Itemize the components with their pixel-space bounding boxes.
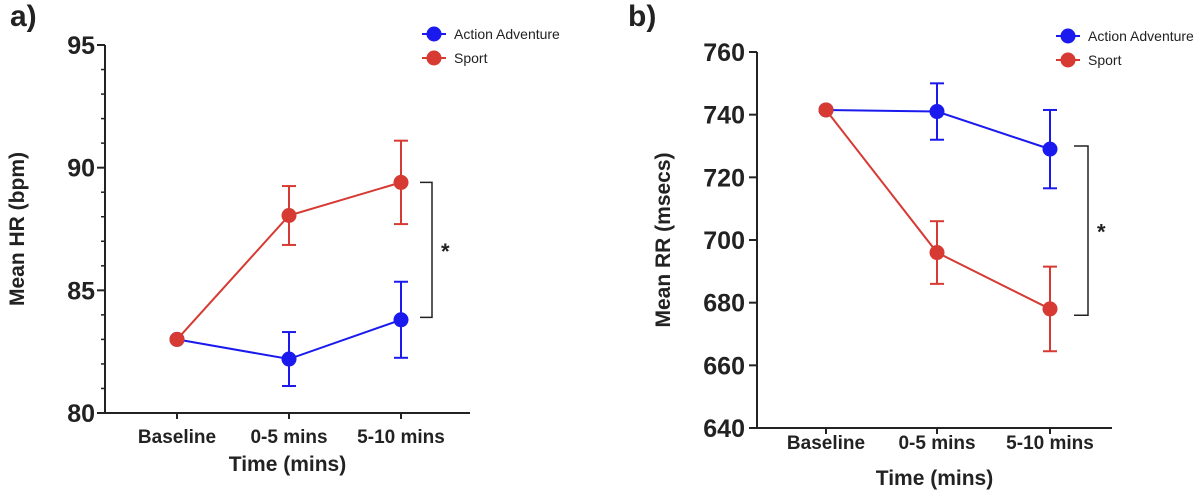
- series-sport: [818, 102, 1058, 353]
- y-tick-label: 740: [703, 102, 745, 130]
- legend-marker: [1060, 52, 1076, 68]
- panel-label: a): [10, 0, 37, 33]
- data-point: [929, 104, 945, 120]
- y-tick-label: 85: [67, 277, 95, 305]
- legend: Action Adventure Sport: [1056, 28, 1194, 68]
- x-tick-label: Baseline: [138, 427, 216, 448]
- x-axis-title: Time (mins): [229, 453, 346, 476]
- legend-label: Sport: [454, 50, 488, 66]
- legend: Action Adventure Sport: [422, 26, 560, 66]
- x-tick-label: 0-5 mins: [250, 427, 327, 448]
- data-point: [281, 208, 297, 224]
- significance-bracket: [420, 181, 433, 319]
- legend-marker: [426, 50, 442, 66]
- data-point: [169, 331, 185, 347]
- data-point: [818, 102, 834, 118]
- data-point: [929, 245, 945, 261]
- significance-bracket: [1074, 145, 1089, 316]
- legend-label: Sport: [1088, 52, 1122, 68]
- chart-panel-1: a) 80 85 90 95 Baseline 0-5 mins 5-10 mins Time …: [6, 0, 560, 476]
- x-tick-label: 5-10 mins: [1006, 433, 1094, 454]
- series-action-adventure: [818, 82, 1058, 190]
- data-point: [1042, 141, 1058, 157]
- legend-label: Action Adventure: [454, 26, 560, 42]
- y-tick-label: 700: [703, 227, 745, 255]
- data-point: [393, 174, 409, 190]
- y-tick-label: 760: [703, 39, 745, 67]
- legend-marker: [1060, 28, 1076, 44]
- data-point: [393, 312, 409, 328]
- y-tick-label: 80: [67, 400, 95, 428]
- legend-label: Action Adventure: [1088, 28, 1194, 44]
- series-sport: [169, 139, 409, 347]
- y-tick-label: 640: [703, 415, 745, 443]
- data-point: [281, 351, 297, 367]
- x-tick-label: 0-5 mins: [898, 433, 975, 454]
- x-tick-label: Baseline: [787, 433, 865, 454]
- panel-label: b): [628, 0, 656, 33]
- significance-marker: *: [441, 239, 450, 264]
- y-tick-label: 680: [703, 290, 745, 318]
- chart-panel-2: b) 640 660 680 700 720 740 760 Baseline 0-5 mins 5…: [628, 0, 1194, 490]
- y-tick-label: 720: [703, 164, 745, 192]
- x-axis-title: Time (mins): [876, 467, 993, 490]
- y-tick-label: 95: [67, 32, 95, 60]
- x-tick-label: 5-10 mins: [357, 427, 445, 448]
- significance-marker: *: [1097, 220, 1106, 245]
- series-action-adventure: [169, 280, 409, 388]
- legend-marker: [426, 26, 442, 42]
- y-tick-label: 90: [67, 155, 95, 183]
- y-axis-title: Mean HR (bpm): [6, 152, 29, 306]
- data-point: [1042, 301, 1058, 317]
- y-axis-title: Mean RR (msecs): [652, 152, 675, 327]
- y-tick-label: 660: [703, 352, 745, 380]
